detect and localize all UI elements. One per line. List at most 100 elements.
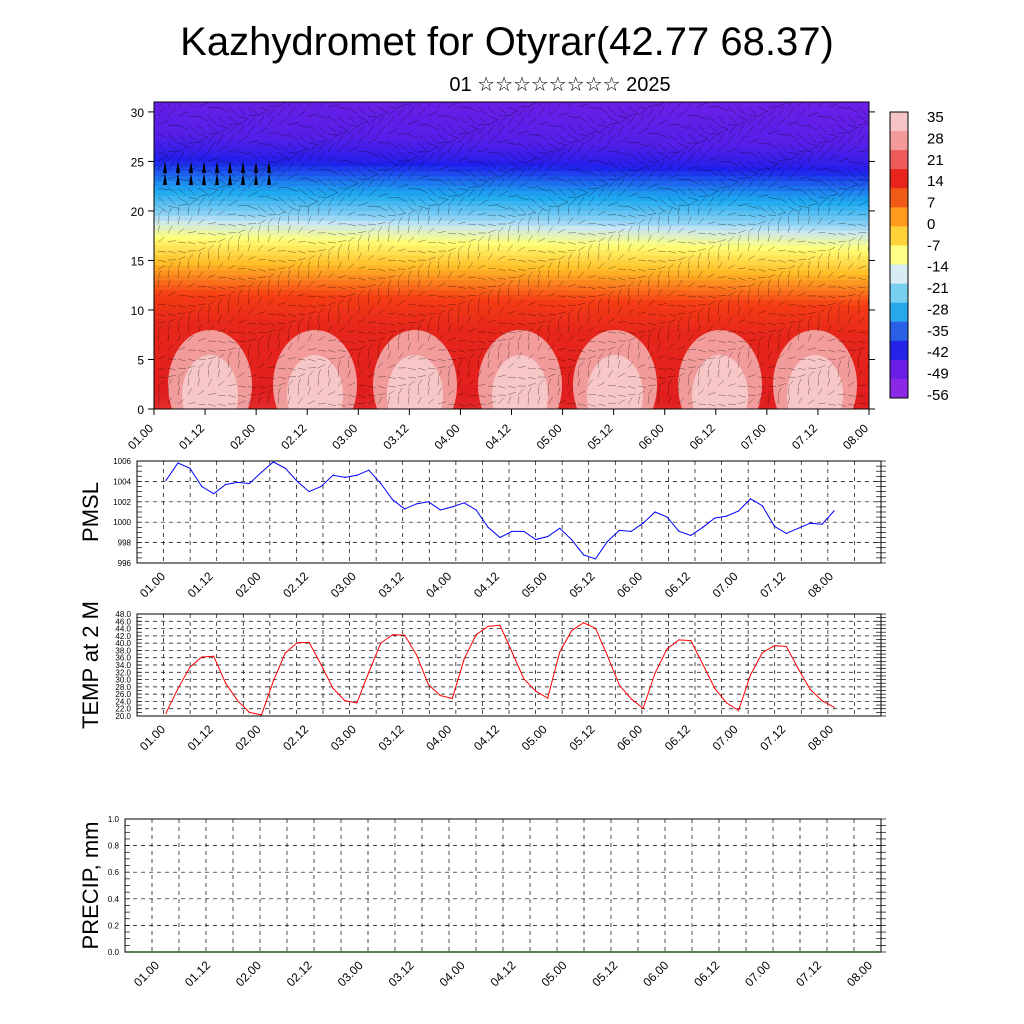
wind-vector (657, 250, 667, 252)
wind-vector (447, 178, 457, 187)
field-cell (690, 285, 721, 291)
wind-vector (217, 210, 225, 216)
field-cell (451, 215, 483, 222)
field-cell (302, 191, 334, 197)
wind-vector (517, 279, 521, 288)
wind-vector (447, 194, 459, 198)
wind-vector (257, 331, 267, 333)
wind-vector (247, 297, 250, 306)
data-point (630, 530, 632, 532)
wind-vector (767, 333, 773, 342)
wind-vector (817, 140, 829, 144)
wind-vector (537, 250, 546, 253)
field-cell (839, 141, 869, 148)
y-tick-label: 28.0 (115, 683, 131, 692)
wind-vector (607, 223, 616, 227)
field-cell (302, 205, 334, 212)
wind-vector (447, 260, 449, 270)
wind-vector (577, 261, 580, 270)
wind-vector (707, 187, 719, 192)
wind-vector (617, 174, 629, 180)
field-cell (630, 275, 662, 281)
field-cell (154, 176, 185, 182)
wind-vector (277, 354, 285, 360)
wind-barb (189, 173, 193, 185)
field-cell (541, 136, 572, 143)
field-cell (600, 290, 632, 296)
wind-vector (707, 142, 715, 153)
wind-vector (857, 213, 867, 216)
wind-barb (241, 173, 245, 185)
field-cell (660, 339, 691, 346)
wind-vector (217, 329, 226, 333)
wind-vector (257, 322, 266, 326)
panel-frame (136, 460, 882, 564)
wind-vector (437, 216, 442, 225)
field-cell (660, 235, 691, 242)
field-cell (451, 131, 483, 138)
field-cell (839, 161, 869, 167)
wind-vector (467, 305, 469, 315)
field-cell (779, 285, 811, 291)
wind-vector (737, 106, 746, 116)
wind-vector (387, 268, 396, 272)
field-cell (511, 324, 542, 331)
field-cell (600, 300, 632, 306)
field-cell (183, 240, 215, 247)
wind-vector (417, 225, 422, 234)
field-cell (332, 250, 364, 257)
wind-vector (167, 378, 172, 387)
wind-vector (587, 379, 593, 387)
wind-vector (427, 250, 436, 254)
wind-vector (537, 313, 546, 317)
wind-vector (547, 226, 553, 234)
wind-vector (617, 399, 625, 405)
y-tick-label: 30 (131, 106, 145, 120)
wind-vector (177, 312, 186, 315)
wind-vector (267, 279, 270, 288)
wind-vector (307, 133, 317, 142)
wind-vector (657, 210, 665, 216)
wind-vector (547, 262, 553, 270)
field-cell (660, 384, 691, 390)
wind-vector (237, 351, 240, 360)
field-cell (392, 116, 423, 123)
data-point (726, 515, 728, 517)
field-cell (154, 191, 185, 197)
wind-vector (617, 228, 625, 234)
field-cell (600, 250, 632, 257)
field-cell (749, 245, 781, 252)
y-tick-label: 15 (131, 254, 145, 268)
wind-vector (487, 169, 498, 177)
wind-vector (157, 367, 166, 371)
field-cell (422, 176, 453, 182)
wind-vector (617, 360, 621, 369)
field-cell (481, 205, 513, 212)
wind-vector (727, 106, 737, 115)
wind-vector (747, 394, 757, 396)
wind-vector (197, 154, 207, 162)
field-cell (392, 285, 423, 291)
wind-vector (467, 276, 476, 279)
field-cell (302, 121, 334, 128)
field-cell (362, 220, 393, 227)
wind-vector (497, 115, 510, 117)
field-cell (809, 305, 840, 311)
wind-vector (457, 133, 470, 135)
wind-vector (507, 351, 510, 360)
wind-vector (727, 292, 736, 297)
wind-vector (177, 203, 189, 207)
x-tick-label: 07.12 (757, 722, 788, 753)
field-cell (243, 136, 274, 143)
field-cell (422, 171, 453, 177)
wind-vector (607, 252, 612, 261)
wind-vector (337, 355, 346, 360)
field-cell (362, 121, 393, 128)
wind-vector (857, 297, 860, 306)
wind-vector (747, 205, 759, 209)
wind-vector (277, 376, 286, 380)
field-cell (749, 394, 781, 400)
wind-vector (737, 289, 744, 297)
field-cell (541, 161, 572, 167)
wind-vector (737, 385, 747, 387)
